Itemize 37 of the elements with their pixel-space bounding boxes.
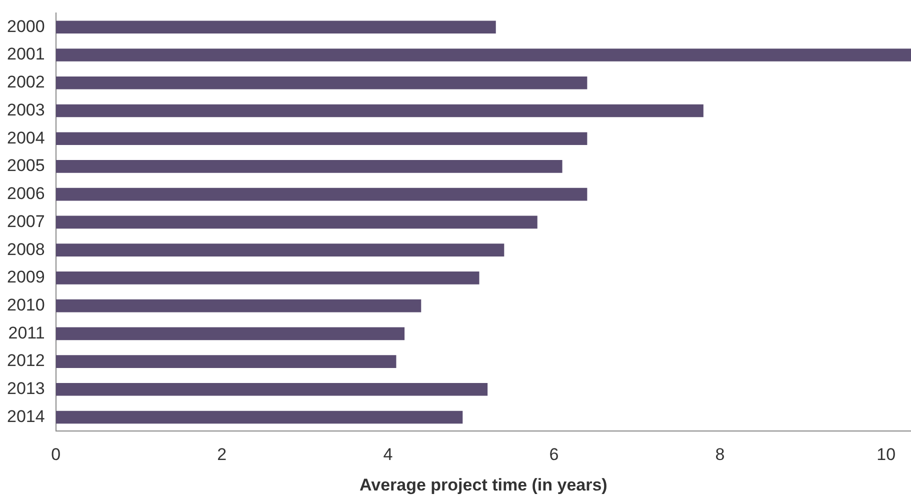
bar xyxy=(56,216,538,229)
x-tick-label: 0 xyxy=(51,445,61,464)
bar xyxy=(56,382,488,396)
bar xyxy=(56,410,463,424)
y-tick-label: 2013 xyxy=(6,379,45,398)
y-tick-label: 2014 xyxy=(6,406,45,426)
y-tick-label: 2006 xyxy=(6,184,45,204)
bar xyxy=(56,48,911,62)
bar xyxy=(56,327,405,340)
y-tick-label: 2009 xyxy=(6,268,45,287)
y-tick-label: 2005 xyxy=(6,156,45,176)
x-tick-label: 8 xyxy=(715,445,725,464)
y-tick-label: 2007 xyxy=(6,212,45,231)
bar xyxy=(56,76,588,90)
x-tick-label: 4 xyxy=(383,445,393,464)
y-tick-label: 2011 xyxy=(8,323,45,342)
y-tick-label: 2004 xyxy=(6,128,45,148)
bar xyxy=(56,355,396,368)
y-tick-label: 2001 xyxy=(6,44,45,64)
y-tick-label: 2003 xyxy=(6,100,45,120)
y-tick-label: 2010 xyxy=(6,295,45,314)
bar xyxy=(56,299,422,312)
bar xyxy=(56,272,480,284)
bar xyxy=(56,188,588,201)
bar xyxy=(56,20,496,34)
bar xyxy=(56,244,504,256)
bar xyxy=(56,160,562,173)
x-tick-label: 10 xyxy=(876,445,896,464)
bar xyxy=(56,104,704,118)
y-tick-label: 2000 xyxy=(6,16,45,36)
y-tick-label: 2012 xyxy=(6,351,45,370)
y-tick-label: 2002 xyxy=(6,72,45,92)
bar xyxy=(56,132,588,146)
y-tick-label: 2008 xyxy=(6,240,45,259)
x-axis-title: Average project time (in years) xyxy=(359,475,608,494)
x-tick-label: 6 xyxy=(549,445,559,464)
x-tick-label: 2 xyxy=(217,445,227,464)
